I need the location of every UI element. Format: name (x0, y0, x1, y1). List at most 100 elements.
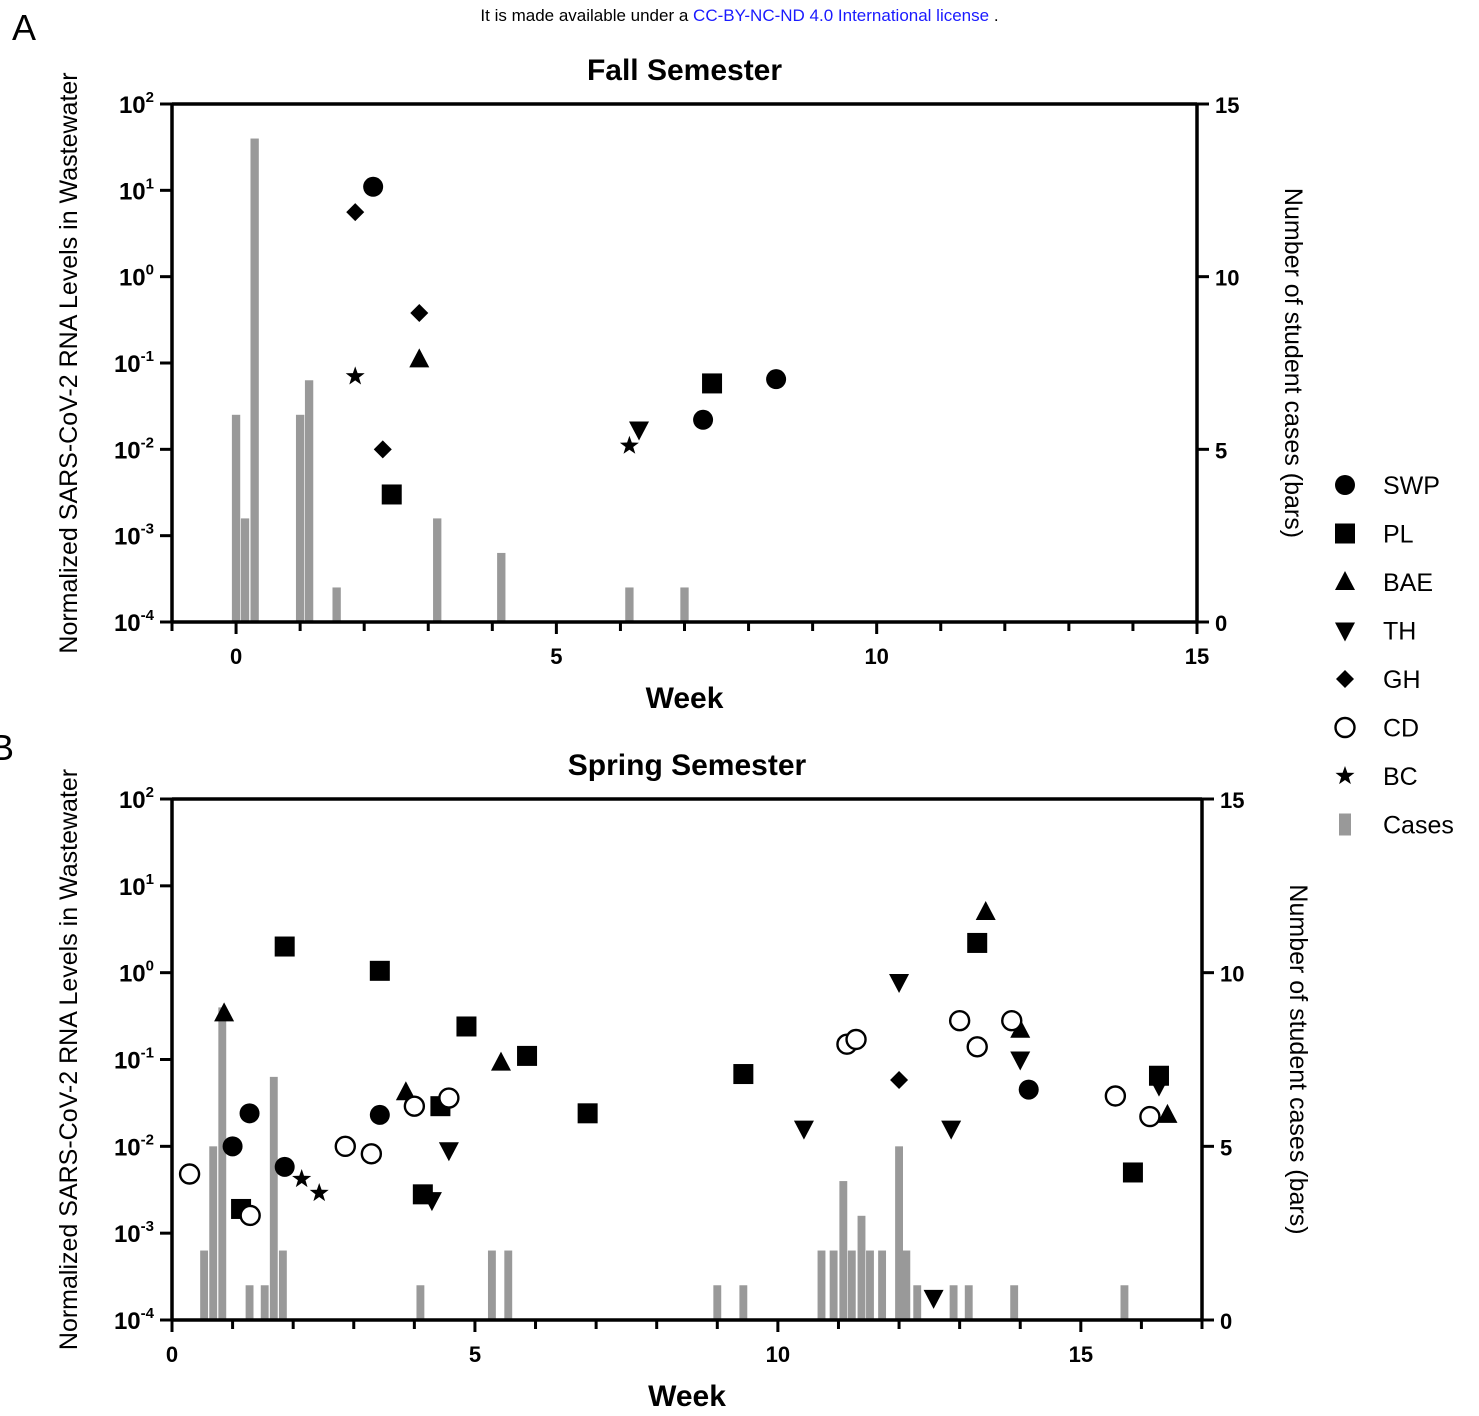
series-gh (890, 1071, 909, 1090)
case-bar (839, 1181, 848, 1320)
case-bar (847, 1250, 856, 1320)
data-point-bae (1157, 1103, 1178, 1123)
y-tick-label: 10-2 (114, 434, 154, 464)
series-th (421, 974, 1169, 1309)
data-point-bc (619, 435, 639, 454)
data-point-pl (274, 936, 295, 957)
data-point-pl (733, 1064, 754, 1085)
case-bars (200, 1007, 1129, 1320)
data-point-th (793, 1120, 814, 1140)
y-tick-label: 101 (119, 175, 154, 205)
data-point-pl (967, 932, 988, 953)
chart-title: Spring Semester (568, 749, 807, 782)
series-bae (409, 348, 430, 368)
legend-label: TH (1383, 618, 1416, 646)
case-bar (260, 1285, 269, 1320)
case-bar (817, 1250, 826, 1320)
x-tick-label: 5 (550, 644, 562, 669)
case-bar (245, 1285, 254, 1320)
case-bar (295, 414, 305, 622)
y2-axis-label: Number of student cases (bars) (1279, 188, 1307, 538)
case-bar (209, 1146, 218, 1320)
data-point-pl (517, 1045, 538, 1066)
x-axis-label: Week (648, 1380, 726, 1413)
legend-marker-swp (1335, 475, 1355, 495)
x-tick-label: 10 (766, 1342, 790, 1367)
data-point-gh (410, 303, 429, 322)
y-tick-label: 10-1 (114, 348, 154, 378)
data-point-cd (360, 1143, 383, 1165)
data-point-bae (1010, 1018, 1031, 1038)
data-point-th (1010, 1051, 1031, 1071)
y2-tick-label: 0 (1220, 1309, 1232, 1334)
data-point-bae (490, 1051, 511, 1071)
legend-marker-bc (1335, 766, 1355, 785)
panel-label: A (12, 7, 36, 48)
data-point-th (421, 1192, 442, 1212)
data-point-cd (334, 1135, 356, 1158)
data-point-th (1148, 1077, 1169, 1097)
legend-marker-gh (1336, 670, 1354, 688)
legend-label: SWP (1383, 472, 1440, 500)
case-bar (497, 552, 506, 622)
license-link[interactable]: CC-BY-NC-ND 4.0 International license (693, 6, 990, 25)
series-bc (345, 366, 639, 454)
data-point-swp (1018, 1079, 1039, 1100)
case-bar (332, 587, 341, 622)
y-tick-label: 10-3 (114, 521, 154, 551)
y2-tick-label: 5 (1215, 438, 1227, 463)
case-bar (487, 1250, 496, 1320)
series-swp (363, 176, 787, 430)
legend-marker-cases (1339, 813, 1351, 836)
y-tick-label: 100 (119, 262, 154, 292)
x-tick-label: 5 (469, 1342, 481, 1367)
case-bar (964, 1285, 973, 1320)
data-point-cd (178, 1163, 201, 1185)
case-bar (739, 1285, 748, 1320)
x-tick-label: 15 (1185, 644, 1209, 669)
case-bar (504, 1250, 513, 1320)
case-bar (913, 1285, 922, 1320)
legend-label: PL (1383, 521, 1414, 549)
case-bar (269, 1076, 278, 1320)
x-tick-label: 15 (1069, 1342, 1093, 1367)
y2-tick-label: 15 (1220, 788, 1244, 813)
data-point-cd (845, 1028, 867, 1051)
y2-tick-label: 0 (1215, 611, 1227, 636)
y2-tick-label: 10 (1220, 962, 1244, 987)
data-point-cd (403, 1095, 426, 1117)
legend-label: GH (1383, 666, 1421, 694)
x-tick-label: 10 (864, 644, 888, 669)
data-point-th (941, 1120, 962, 1140)
series-swp (222, 1079, 1039, 1177)
data-point-th (438, 1142, 459, 1162)
legend-label: BC (1383, 763, 1418, 791)
legend-marker-pl (1335, 523, 1355, 544)
case-bar (713, 1285, 722, 1320)
license-suffix: . (993, 6, 999, 25)
data-point-bae (975, 900, 996, 920)
series-pl (381, 373, 723, 505)
case-bar (949, 1285, 958, 1320)
case-bar (902, 1250, 911, 1320)
data-point-th (629, 421, 650, 441)
data-point-swp (369, 1104, 390, 1125)
data-point-th (889, 974, 910, 994)
y-tick-label: 10-3 (114, 1218, 154, 1248)
x-tick-label: 0 (166, 1342, 178, 1367)
case-bar (895, 1146, 903, 1320)
data-point-cd (1104, 1085, 1127, 1107)
chart-title: Fall Semester (587, 54, 782, 87)
series-cd (178, 1009, 1161, 1227)
y-axis-label: Normalized SARS-CoV-2 RNA Levels in Wast… (55, 72, 83, 653)
case-bar (1120, 1285, 1129, 1320)
legend-label: CD (1383, 715, 1419, 743)
case-bar (416, 1285, 425, 1320)
case-bar (250, 138, 259, 623)
data-point-cd (1001, 1009, 1023, 1032)
x-axis-label: Week (646, 682, 724, 715)
case-bar (304, 380, 314, 622)
